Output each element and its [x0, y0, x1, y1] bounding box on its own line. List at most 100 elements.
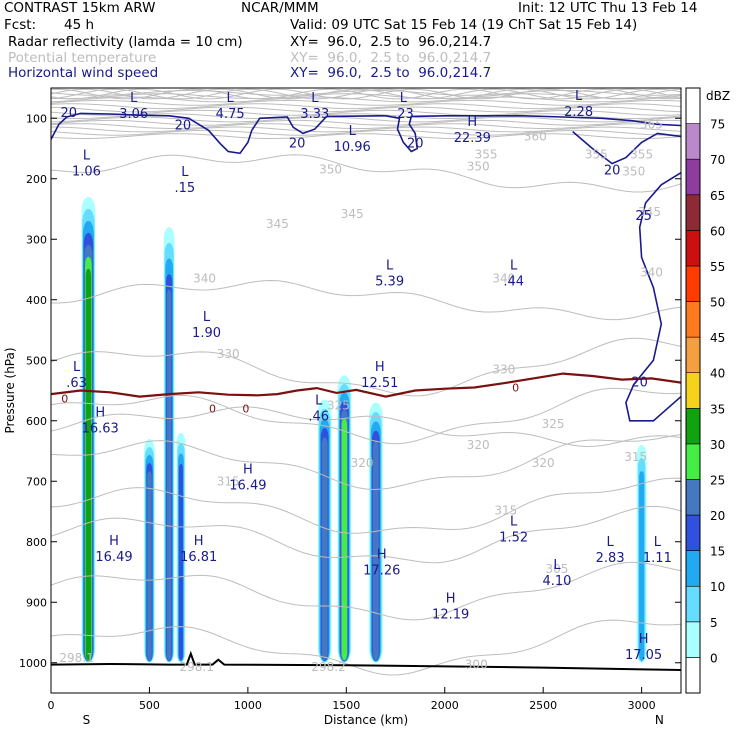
extremum-value: 16.49 — [95, 550, 132, 565]
wind-speed-label: 20 — [175, 118, 192, 133]
plot-frame — [50, 87, 682, 694]
field-reflectivity-xy: XY= 96.0, 2.5 to 96.0,214.7 — [290, 34, 492, 50]
theta-label: 320 — [351, 456, 374, 470]
theta-isoline-upper — [51, 99, 681, 106]
theta-isoline-310 — [51, 506, 681, 564]
extremum-value: .23 — [393, 107, 414, 122]
reflectivity-core-30dbz — [341, 418, 348, 661]
y-tick-label: 300 — [26, 233, 47, 246]
theta-isoline-335 — [51, 406, 681, 448]
theta-label: 298.1 — [180, 660, 214, 674]
wind-contour-1 — [572, 130, 681, 165]
colorbar-frame — [685, 87, 701, 694]
x-tick-label: 3000 — [628, 699, 656, 712]
theta-isoline-315 — [51, 477, 681, 534]
theta-label: 340 — [193, 272, 216, 286]
theta-label: 300 — [465, 658, 488, 672]
colorbar-swatch-75dbz — [685, 123, 701, 160]
y-axis-label: Pressure (hPa) — [3, 347, 17, 433]
extremum-high-marker: H — [375, 360, 385, 375]
extremum-value: 3.33 — [300, 107, 329, 122]
extremum-low-marker: L — [607, 535, 615, 550]
theta-isoline-upper — [51, 96, 681, 103]
freezing-level-label: 0 — [209, 403, 216, 416]
extremum-value: 12.51 — [361, 376, 398, 391]
y-tick-label: 600 — [26, 415, 47, 428]
wind-speed-label: 20 — [631, 375, 648, 390]
extremum-low-marker: L — [553, 558, 561, 573]
y-tick-label: 700 — [26, 475, 47, 488]
colorbar-label: 50 — [710, 296, 725, 310]
colorbar-swatch-70dbz — [685, 158, 701, 196]
theta-isoline-upper — [51, 109, 681, 116]
extremum-high-marker: H — [95, 406, 105, 421]
theta-isoline-345 — [51, 154, 681, 193]
reflectivity-core-20dbz — [178, 463, 183, 661]
extremum-low-marker: L — [510, 514, 518, 529]
extremum-value: 17.05 — [625, 648, 662, 663]
wind-speed-label: 20 — [604, 164, 621, 179]
theta-label: 345 — [638, 205, 661, 219]
x-axis-label: Distance (km) — [324, 713, 408, 727]
extremum-low-marker: L — [575, 89, 583, 104]
theta-label: 320 — [532, 456, 555, 470]
south-end-label: S — [83, 713, 91, 727]
extremum-value: 12.19 — [432, 607, 469, 622]
colorbar-swatch-0dbz — [685, 657, 701, 694]
theta-isoline-upper — [51, 123, 681, 129]
field-theta-name: Potential temperature — [8, 50, 157, 66]
extremum-high-marker: H — [639, 632, 649, 647]
colorbar-label: 10 — [710, 580, 725, 594]
field-wind-name: Horizontal wind speed — [8, 65, 159, 81]
theta-isoline-340 — [51, 279, 681, 321]
theta-isoline-upper — [51, 116, 681, 123]
y-tick-label: 500 — [26, 354, 47, 367]
extremum-value: 16.49 — [229, 478, 266, 493]
extremum-value: 2.83 — [596, 551, 625, 566]
extremum-low-marker: L — [130, 91, 138, 106]
field-reflectivity-name: Radar reflectivity (lamda = 10 cm) — [8, 34, 243, 50]
theta-label: 360 — [524, 129, 547, 143]
wind-speed-label: 20 — [407, 136, 424, 151]
theta-label: 350 — [319, 163, 342, 177]
wind-speed-label: 25 — [635, 209, 652, 224]
extremum-value: .44 — [503, 275, 524, 290]
extremum-high-marker: H — [109, 534, 119, 549]
colorbar-unit: dBZ — [706, 89, 730, 103]
extremum-low-marker: L — [386, 259, 394, 274]
theta-label: 325 — [327, 399, 350, 413]
theta-label: 350 — [622, 164, 645, 178]
terrain-line — [51, 650, 681, 671]
theta-label: 320 — [467, 438, 490, 452]
colorbar-swatch-10dbz — [685, 585, 701, 623]
x-tick-label: 1000 — [234, 699, 262, 712]
header-valid: Valid: 09 UTC Sat 15 Feb 14 (19 ChT Sat … — [290, 17, 638, 33]
colorbar-swatch-20dbz — [685, 514, 701, 551]
y-tick-label: 200 — [26, 173, 47, 186]
extremum-low-marker: L — [311, 91, 319, 106]
freezing-level-label: 0 — [242, 403, 249, 416]
extremum-value: 1.06 — [72, 164, 101, 179]
extremum-value: 2.28 — [564, 105, 593, 120]
theta-label: 305 — [546, 562, 569, 576]
theta-isoline-upper — [51, 89, 681, 96]
extremum-value: 4.75 — [216, 107, 245, 122]
theta-isoline-upper — [51, 93, 681, 100]
wind-contour-0 — [51, 112, 681, 155]
colorbar-label: 30 — [710, 438, 725, 452]
x-tick-label: 500 — [139, 699, 160, 712]
field-wind-xy: XY= 96.0, 2.5 to 96.0,214.7 — [290, 65, 492, 81]
colorbar-label: 5 — [710, 616, 718, 630]
theta-label: 355 — [630, 148, 653, 162]
theta-label: 325 — [542, 417, 565, 431]
freezing-level-line — [51, 372, 681, 398]
colorbar-label: 20 — [710, 509, 725, 523]
colorbar-label: 60 — [710, 224, 725, 238]
y-tick-label: 800 — [26, 536, 47, 549]
colorbar-label: 55 — [710, 260, 725, 274]
theta-isoline-305 — [51, 561, 681, 621]
colorbar-swatch-60dbz — [685, 230, 701, 267]
colorbar-swatch-40dbz — [685, 372, 701, 409]
extremum-low-marker: L — [400, 91, 408, 106]
extremum-value: 1.11 — [643, 551, 672, 566]
